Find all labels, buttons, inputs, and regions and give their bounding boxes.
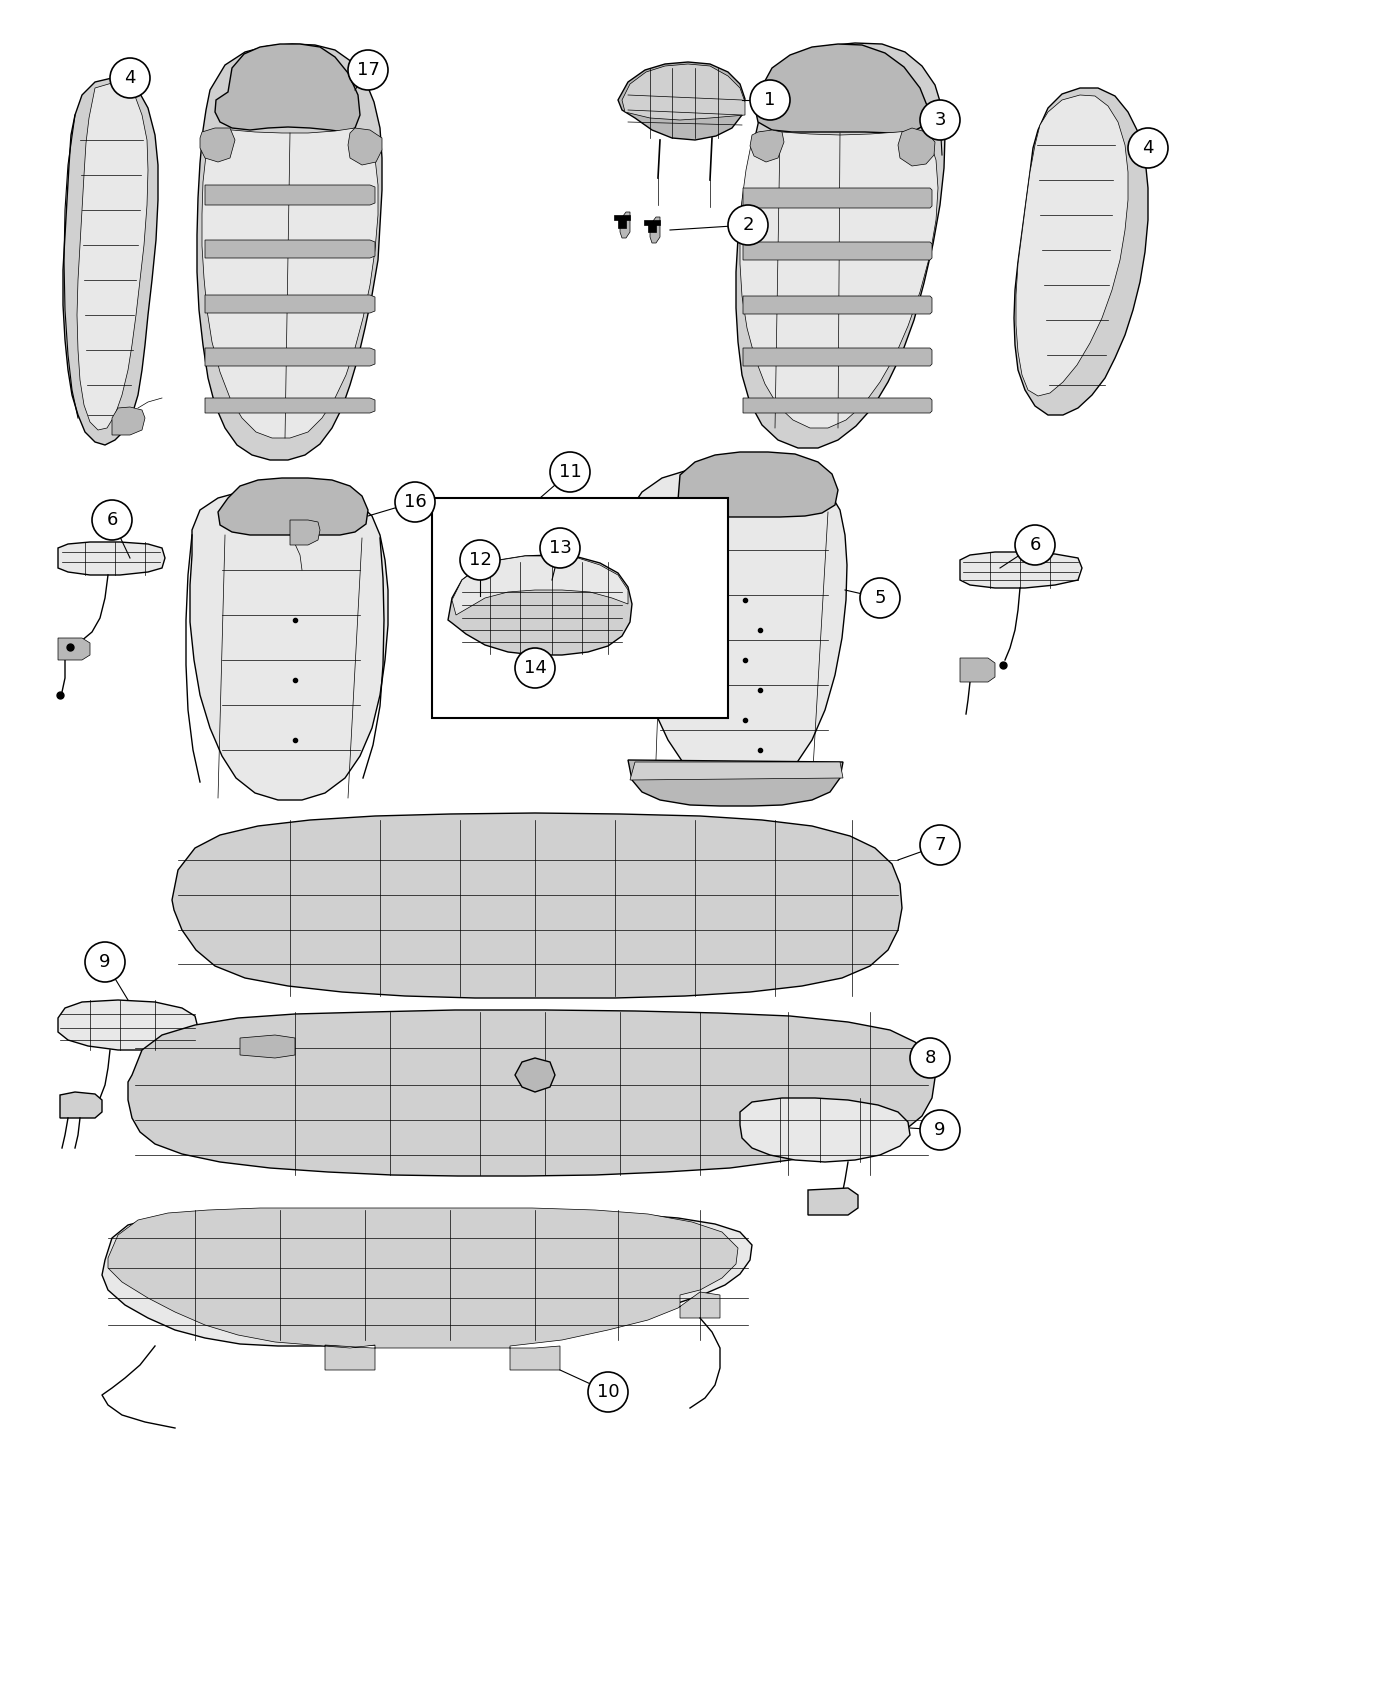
Polygon shape [617, 218, 626, 228]
Polygon shape [743, 398, 932, 413]
Polygon shape [108, 1209, 738, 1370]
Polygon shape [1014, 88, 1148, 415]
Polygon shape [202, 128, 378, 439]
Polygon shape [127, 1010, 935, 1176]
Polygon shape [57, 1000, 197, 1051]
Polygon shape [77, 83, 148, 430]
Circle shape [920, 824, 960, 865]
Polygon shape [448, 554, 631, 654]
Text: 9: 9 [99, 954, 111, 971]
Polygon shape [102, 1212, 752, 1346]
Polygon shape [644, 219, 659, 224]
Text: 5: 5 [874, 588, 886, 607]
Text: 11: 11 [559, 462, 581, 481]
Polygon shape [57, 542, 165, 575]
Text: 12: 12 [469, 551, 491, 570]
Polygon shape [515, 1057, 554, 1091]
Circle shape [910, 1039, 951, 1078]
Polygon shape [648, 223, 657, 231]
Polygon shape [172, 813, 902, 998]
Polygon shape [960, 552, 1082, 588]
Polygon shape [743, 296, 932, 314]
Polygon shape [204, 240, 375, 258]
Text: 4: 4 [125, 70, 136, 87]
Polygon shape [743, 348, 932, 366]
Polygon shape [197, 44, 382, 461]
Polygon shape [650, 218, 659, 243]
Polygon shape [204, 296, 375, 313]
Polygon shape [218, 478, 368, 536]
Polygon shape [741, 129, 938, 428]
Polygon shape [204, 398, 375, 413]
Circle shape [461, 541, 500, 580]
Polygon shape [629, 760, 843, 806]
Polygon shape [736, 42, 945, 449]
Polygon shape [204, 348, 375, 366]
Text: 17: 17 [357, 61, 379, 78]
Circle shape [1128, 128, 1168, 168]
Text: 6: 6 [106, 512, 118, 529]
Circle shape [920, 100, 960, 139]
Polygon shape [615, 214, 630, 219]
Polygon shape [629, 466, 847, 789]
Polygon shape [63, 78, 158, 445]
Polygon shape [743, 241, 932, 260]
Text: 7: 7 [934, 836, 946, 853]
FancyBboxPatch shape [433, 498, 728, 717]
Polygon shape [960, 658, 995, 682]
Circle shape [349, 49, 388, 90]
Circle shape [860, 578, 900, 619]
Polygon shape [216, 44, 360, 133]
Circle shape [588, 1372, 629, 1413]
Polygon shape [743, 189, 932, 207]
Circle shape [395, 483, 435, 522]
Circle shape [92, 500, 132, 541]
Text: 14: 14 [524, 660, 546, 677]
Text: 6: 6 [1029, 536, 1040, 554]
Text: 2: 2 [742, 216, 753, 235]
Polygon shape [349, 128, 382, 165]
Polygon shape [750, 129, 784, 162]
Circle shape [750, 80, 790, 121]
Polygon shape [741, 1098, 910, 1163]
Polygon shape [57, 638, 90, 660]
Text: 13: 13 [549, 539, 571, 558]
Text: 10: 10 [596, 1384, 619, 1401]
Polygon shape [200, 128, 235, 162]
Circle shape [920, 1110, 960, 1149]
Polygon shape [290, 520, 321, 546]
Polygon shape [630, 762, 843, 780]
Polygon shape [617, 61, 745, 139]
Text: 8: 8 [924, 1049, 935, 1068]
Text: 16: 16 [403, 493, 427, 512]
Polygon shape [112, 406, 146, 435]
Polygon shape [897, 128, 935, 167]
Text: 1: 1 [764, 92, 776, 109]
Polygon shape [808, 1188, 858, 1216]
Polygon shape [620, 212, 630, 238]
Polygon shape [190, 490, 388, 801]
Text: 3: 3 [934, 110, 946, 129]
Polygon shape [622, 65, 745, 121]
Circle shape [728, 206, 769, 245]
Text: 9: 9 [934, 1120, 946, 1139]
Circle shape [85, 942, 125, 983]
Circle shape [1015, 525, 1056, 564]
Text: 4: 4 [1142, 139, 1154, 156]
Circle shape [550, 452, 589, 491]
Polygon shape [239, 1035, 295, 1057]
Polygon shape [1016, 95, 1128, 396]
Circle shape [540, 529, 580, 568]
Circle shape [111, 58, 150, 99]
Circle shape [515, 648, 554, 689]
Polygon shape [204, 185, 375, 206]
Polygon shape [678, 452, 839, 517]
Polygon shape [452, 556, 629, 615]
Polygon shape [60, 1091, 102, 1119]
Polygon shape [755, 44, 928, 133]
